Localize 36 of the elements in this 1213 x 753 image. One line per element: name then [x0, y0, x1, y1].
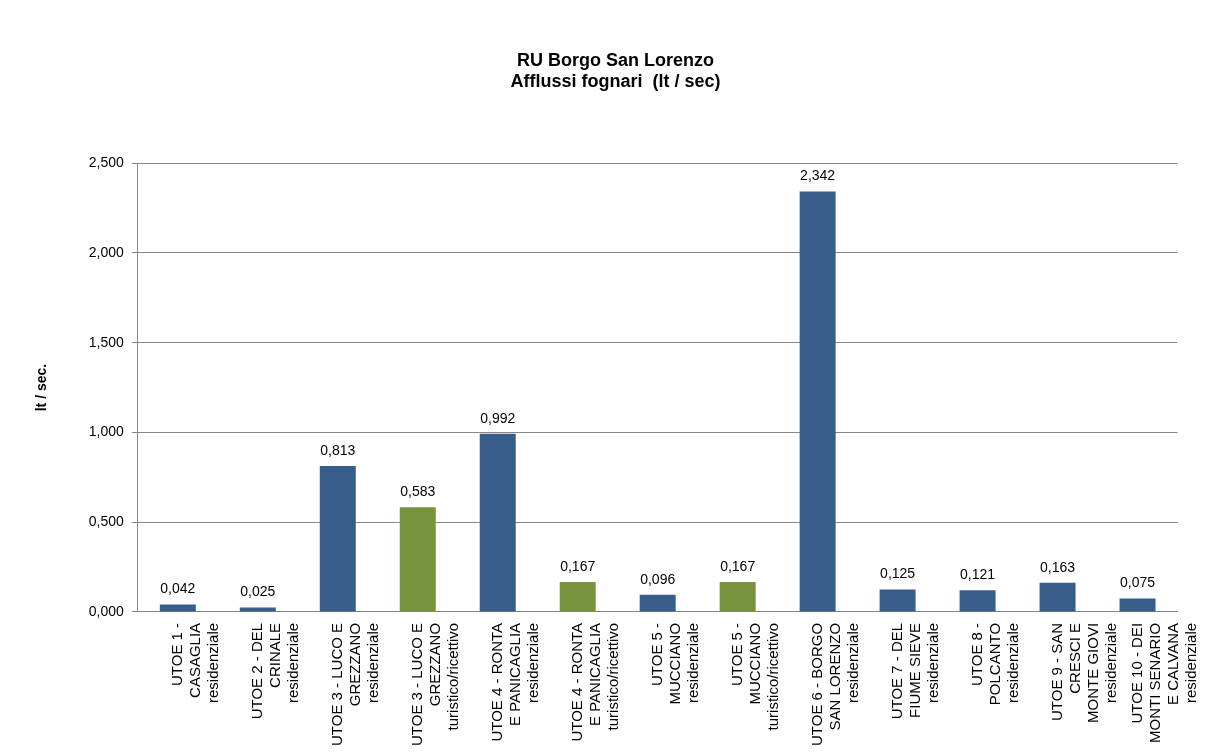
bar — [719, 581, 756, 612]
data-label: 0,163 — [1040, 558, 1076, 575]
y-axis-title: lt / sec. — [33, 363, 50, 412]
data-label: 0,075 — [1120, 574, 1156, 591]
data-label: 0,125 — [880, 565, 916, 582]
data-label: 0,121 — [960, 566, 996, 583]
data-label: 0,096 — [640, 570, 676, 587]
y-tick-label: 0,000 — [88, 602, 125, 619]
data-label: 2,342 — [800, 167, 836, 184]
bar — [879, 589, 916, 612]
bar — [159, 604, 196, 612]
bar — [799, 191, 836, 612]
y-tick-label: 1,000 — [88, 423, 125, 440]
data-label: 0,167 — [720, 557, 756, 574]
chart-title: RU Borgo San Lorenzo — [517, 49, 714, 70]
data-label: 0,025 — [240, 583, 276, 600]
bar — [399, 507, 436, 612]
bar — [479, 433, 516, 612]
bar — [639, 594, 676, 612]
bar — [559, 581, 596, 612]
data-label: 0,992 — [480, 409, 516, 426]
y-tick-label: 2,500 — [88, 154, 125, 171]
y-tick-label: 0,500 — [88, 513, 125, 530]
y-tick-label: 2,000 — [88, 243, 125, 260]
data-label: 0,167 — [560, 557, 596, 574]
bar — [1119, 598, 1156, 612]
bar — [959, 590, 996, 612]
data-label: 0,813 — [320, 441, 356, 458]
data-label: 0,583 — [400, 483, 436, 500]
x-tick-label: UTOE 1 - CASAGLIA residenziale — [167, 622, 221, 703]
y-tick-label: 1,500 — [88, 333, 125, 350]
bar — [319, 465, 356, 612]
data-label: 0,042 — [160, 580, 196, 597]
bar — [239, 607, 276, 612]
bar — [1039, 582, 1076, 612]
chart-subtitle: Afflussi fognari (lt / sec) — [510, 71, 721, 92]
